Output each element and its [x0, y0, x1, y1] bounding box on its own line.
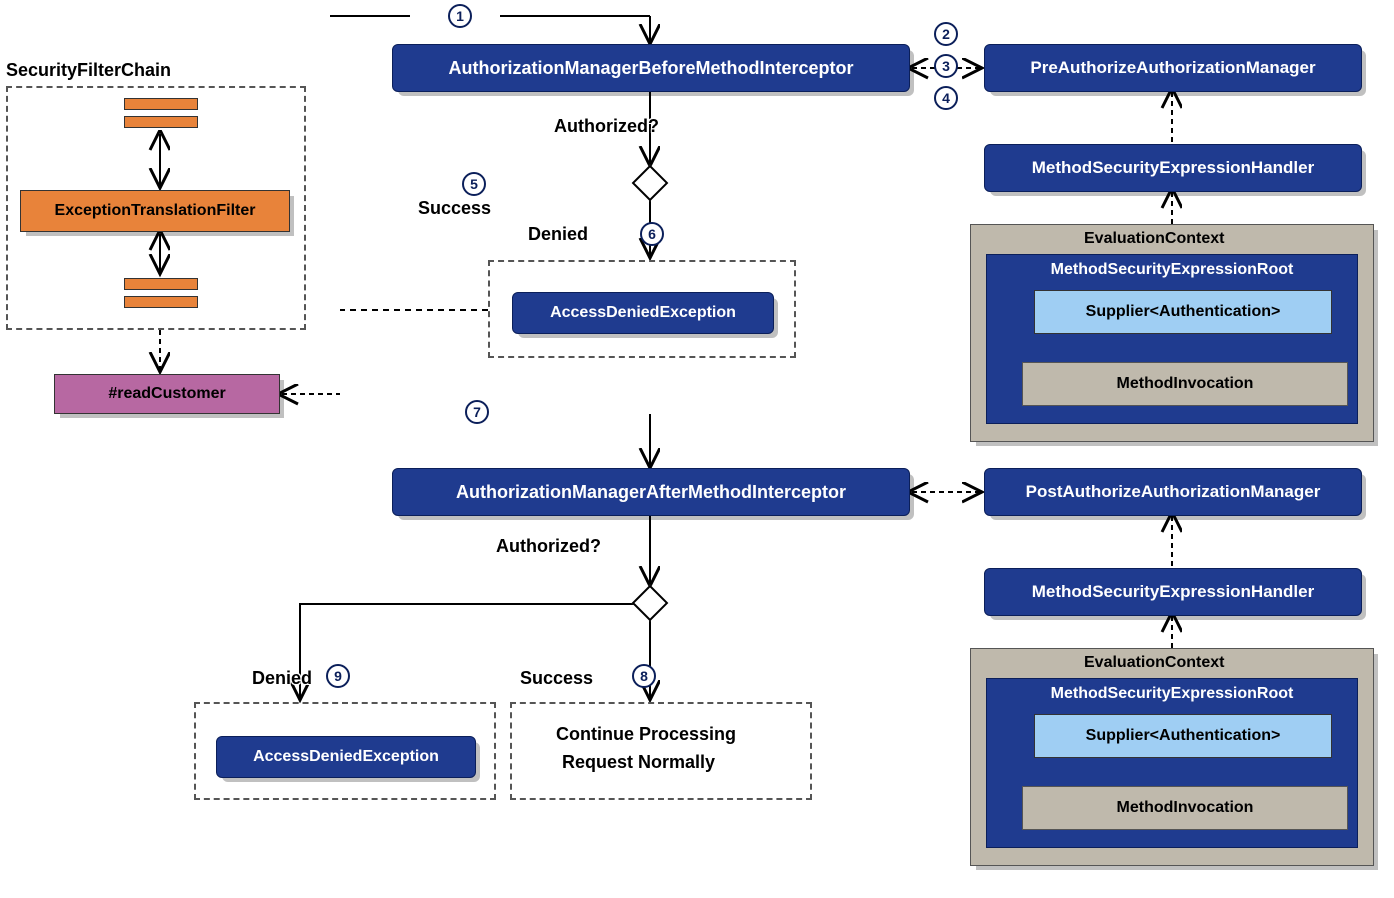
- continue-line2: Request Normally: [562, 752, 715, 773]
- supplier-auth-1-box: Supplier<Authentication>: [1034, 290, 1332, 334]
- expr-handler-2-box: MethodSecurityExpressionHandler: [984, 568, 1362, 616]
- step-4: 4: [934, 86, 958, 110]
- step-1: 1: [448, 4, 472, 28]
- step-7: 7: [465, 400, 489, 424]
- method-invocation-2-box: MethodInvocation: [1022, 786, 1348, 830]
- step-8: 8: [632, 664, 656, 688]
- step-3: 3: [934, 54, 958, 78]
- filter-bar-top-2: [124, 116, 198, 128]
- method-invocation-1-box: MethodInvocation: [1022, 362, 1348, 406]
- step-2: 2: [934, 22, 958, 46]
- success-2-label: Success: [520, 668, 593, 689]
- access-denied-2-box: AccessDeniedException: [216, 736, 476, 778]
- decision-2-diamond: [632, 585, 669, 622]
- diagram-canvas: SecurityFilterChain ExceptionTranslation…: [0, 0, 1394, 898]
- authorized-1-label: Authorized?: [554, 116, 659, 137]
- eval-context-1-title: EvaluationContext: [1084, 230, 1224, 248]
- access-denied-1-box: AccessDeniedException: [512, 292, 774, 334]
- before-interceptor-box: AuthorizationManagerBeforeMethodIntercep…: [392, 44, 910, 92]
- filter-bar-top-1: [124, 98, 198, 110]
- filter-bar-bot-1: [124, 278, 198, 290]
- expr-handler-1-box: MethodSecurityExpressionHandler: [984, 144, 1362, 192]
- security-chain-title: SecurityFilterChain: [6, 60, 171, 81]
- denied-2-label: Denied: [252, 668, 312, 689]
- pre-auth-manager-box: PreAuthorizeAuthorizationManager: [984, 44, 1362, 92]
- read-customer-box: #readCustomer: [54, 374, 280, 414]
- decision-1-diamond: [632, 165, 669, 202]
- success-1-label: Success: [418, 198, 491, 219]
- step-5: 5: [462, 172, 486, 196]
- continue-container: [510, 702, 812, 800]
- post-auth-manager-box: PostAuthorizeAuthorizationManager: [984, 468, 1362, 516]
- authorized-2-label: Authorized?: [496, 536, 601, 557]
- continue-line1: Continue Processing: [556, 724, 736, 745]
- supplier-auth-2-box: Supplier<Authentication>: [1034, 714, 1332, 758]
- step-9: 9: [326, 664, 350, 688]
- exception-filter-box: ExceptionTranslationFilter: [20, 190, 290, 232]
- eval-context-2-title: EvaluationContext: [1084, 654, 1224, 672]
- denied-1-label: Denied: [528, 224, 588, 245]
- filter-bar-bot-2: [124, 296, 198, 308]
- step-6: 6: [640, 222, 664, 246]
- after-interceptor-box: AuthorizationManagerAfterMethodIntercept…: [392, 468, 910, 516]
